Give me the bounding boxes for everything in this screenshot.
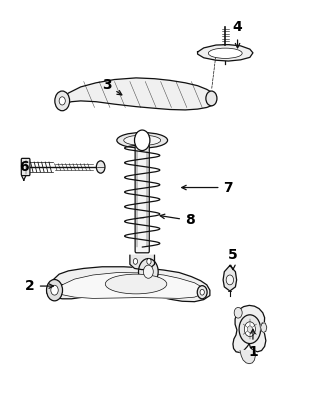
Circle shape [59, 97, 65, 105]
Ellipse shape [117, 133, 167, 148]
Circle shape [244, 322, 256, 337]
Circle shape [51, 285, 58, 295]
Polygon shape [233, 305, 266, 353]
Polygon shape [197, 44, 253, 61]
Circle shape [248, 326, 252, 332]
Polygon shape [56, 272, 204, 298]
Text: 2: 2 [25, 279, 53, 293]
Ellipse shape [124, 135, 161, 145]
Polygon shape [47, 267, 210, 302]
Circle shape [239, 315, 260, 344]
Circle shape [55, 91, 70, 111]
Circle shape [197, 286, 207, 299]
FancyBboxPatch shape [135, 145, 149, 253]
Circle shape [234, 307, 242, 318]
Polygon shape [130, 255, 154, 269]
Text: 8: 8 [160, 213, 195, 227]
Polygon shape [223, 266, 237, 291]
Circle shape [47, 279, 62, 301]
Ellipse shape [105, 274, 167, 294]
Circle shape [134, 130, 150, 150]
Circle shape [206, 91, 217, 106]
Text: 5: 5 [228, 248, 238, 269]
Text: 7: 7 [182, 180, 233, 194]
Ellipse shape [96, 161, 105, 173]
Circle shape [138, 259, 158, 285]
Circle shape [147, 259, 151, 265]
Polygon shape [59, 78, 216, 110]
FancyBboxPatch shape [21, 158, 30, 176]
Polygon shape [260, 323, 267, 332]
Ellipse shape [208, 48, 242, 59]
Circle shape [143, 265, 153, 278]
Text: 4: 4 [233, 20, 243, 48]
Text: 3: 3 [102, 78, 122, 95]
Text: 6: 6 [19, 160, 28, 180]
Circle shape [226, 275, 234, 285]
Text: 1: 1 [248, 329, 258, 359]
Circle shape [133, 259, 138, 265]
Polygon shape [240, 351, 256, 364]
Circle shape [200, 289, 204, 295]
